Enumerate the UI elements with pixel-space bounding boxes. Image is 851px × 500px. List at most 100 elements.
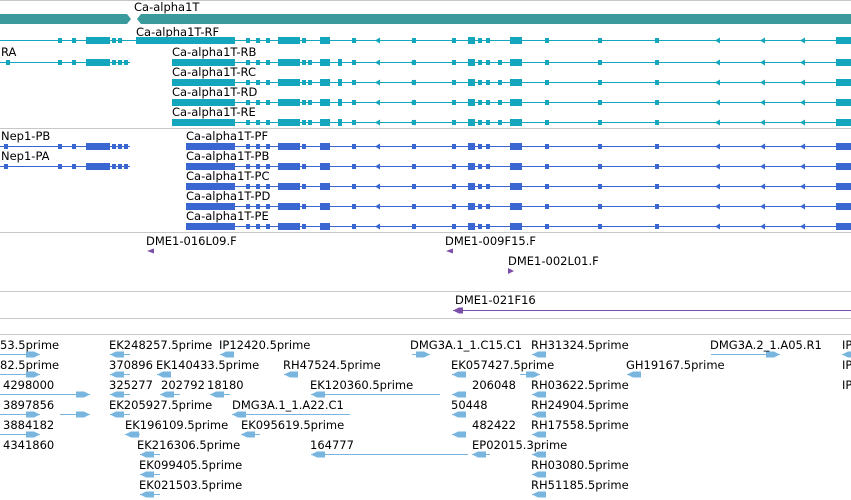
transcript-rb-re-exon[interactable] — [172, 79, 235, 86]
protein-ca-alpha1t-exon[interactable] — [320, 203, 330, 210]
transcript-rb-re-exon[interactable] — [256, 60, 260, 65]
protein-ca-alpha1t-exon[interactable] — [468, 203, 475, 210]
protein-ca-alpha1t-exon[interactable] — [256, 144, 260, 149]
transcript-rb-re-exon[interactable] — [545, 100, 549, 105]
protein-nep1-pa-exon[interactable] — [72, 164, 76, 169]
est-block[interactable] — [452, 391, 466, 398]
transcript-ca-alpha1t-rf-exon[interactable] — [598, 38, 602, 43]
est-block[interactable] — [766, 351, 780, 358]
protein-ca-alpha1t-exon[interactable] — [655, 164, 659, 169]
est-block[interactable] — [110, 371, 124, 378]
protein-ca-alpha1t-exon[interactable] — [598, 164, 602, 169]
transcript-rb-re-exon[interactable] — [308, 100, 312, 105]
protein-ca-alpha1t-exon[interactable] — [478, 204, 482, 209]
est-block[interactable] — [532, 451, 546, 458]
protein-ca-alpha1t-exon[interactable] — [352, 204, 356, 209]
transcript-ca-alpha1t-rf-exon[interactable] — [486, 38, 490, 43]
protein-ca-alpha1t-exon[interactable] — [545, 144, 549, 149]
transcript-rb-re-exon[interactable] — [486, 60, 490, 65]
protein-ca-alpha1t-exon[interactable] — [266, 144, 270, 149]
protein-nep1-pa-exon[interactable] — [118, 164, 122, 169]
protein-ca-alpha1t-exon[interactable] — [655, 184, 659, 189]
protein-ca-alpha1t-exon[interactable] — [246, 164, 250, 169]
protein-ca-alpha1t-exon[interactable] — [186, 163, 235, 170]
protein-ca-alpha1t-exon[interactable] — [655, 144, 659, 149]
est-block[interactable] — [26, 411, 40, 418]
transcript-rb-re-exon[interactable] — [486, 100, 490, 105]
transcript-ca-alpha1t-rf-exon[interactable] — [278, 37, 300, 44]
protein-nep1-pb-exon[interactable] — [4, 144, 8, 149]
transcript-rb-re-exon[interactable] — [266, 120, 270, 125]
transcript-rb-re-exon[interactable] — [302, 120, 306, 125]
transcript-ca-alpha1t-rf-exon[interactable] — [246, 38, 250, 43]
transcript-ra-exon[interactable] — [6, 60, 10, 65]
protein-ca-alpha1t-exon[interactable] — [545, 164, 549, 169]
est-block[interactable] — [110, 351, 124, 358]
protein-ca-alpha1t-exon[interactable] — [278, 143, 300, 150]
transcript-ra-exon[interactable] — [72, 60, 76, 65]
transcript-rb-re-exon[interactable] — [246, 80, 250, 85]
protein-ca-alpha1t-exon[interactable] — [836, 183, 851, 190]
est-block[interactable] — [532, 431, 546, 438]
transcript-rb-re-exon[interactable] — [266, 100, 270, 105]
transcript-rb-re-exon[interactable] — [486, 120, 490, 125]
transcript-rb-re-exon[interactable] — [278, 79, 300, 86]
transcript-ca-alpha1t-rf-exon[interactable] — [412, 38, 416, 43]
protein-ca-alpha1t-exon[interactable] — [510, 223, 522, 230]
gene-feature-ca-alpha1t-left[interactable] — [0, 14, 131, 24]
transcript-ca-alpha1t-rf-exon[interactable] — [256, 38, 260, 43]
transcript-ca-alpha1t-rf-exon[interactable] — [136, 37, 235, 44]
clone-feature[interactable] — [446, 248, 453, 254]
protein-ca-alpha1t-exon[interactable] — [478, 184, 482, 189]
protein-ca-alpha1t-exon[interactable] — [266, 224, 270, 229]
protein-ca-alpha1t-exon[interactable] — [256, 184, 260, 189]
est-block[interactable] — [532, 351, 546, 358]
protein-ca-alpha1t-exon[interactable] — [352, 144, 356, 149]
protein-nep1-pb-exon[interactable] — [112, 144, 116, 149]
protein-ca-alpha1t-exon[interactable] — [486, 184, 490, 189]
protein-ca-alpha1t-exon[interactable] — [278, 223, 300, 230]
transcript-ra-exon[interactable] — [86, 59, 110, 66]
protein-ca-alpha1t-exon[interactable] — [256, 224, 260, 229]
est-block[interactable] — [140, 451, 154, 458]
transcript-rb-re-exon[interactable] — [352, 100, 356, 105]
protein-ca-alpha1t-exon[interactable] — [545, 224, 549, 229]
est-block[interactable] — [76, 411, 90, 418]
transcript-rb-re-exon[interactable] — [256, 80, 260, 85]
protein-ca-alpha1t-exon[interactable] — [452, 164, 456, 169]
est-block[interactable] — [210, 391, 224, 398]
transcript-rb-re-exon[interactable] — [478, 80, 482, 85]
transcript-rb-re-exon[interactable] — [655, 120, 659, 125]
est-block[interactable] — [311, 451, 325, 458]
protein-ca-alpha1t-exon[interactable] — [412, 184, 416, 189]
transcript-rb-re-exon[interactable] — [278, 59, 300, 66]
clone-feature[interactable] — [508, 268, 514, 274]
transcript-rb-re-exon[interactable] — [320, 59, 330, 66]
protein-ca-alpha1t-exon[interactable] — [510, 203, 522, 210]
est-block[interactable] — [532, 411, 546, 418]
est-block[interactable] — [26, 351, 40, 358]
transcript-rb-re-exon[interactable] — [486, 80, 490, 85]
protein-ca-alpha1t-exon[interactable] — [352, 224, 356, 229]
est-block[interactable] — [452, 371, 466, 378]
protein-ca-alpha1t-exon[interactable] — [510, 163, 522, 170]
protein-ca-alpha1t-exon[interactable] — [836, 223, 851, 230]
protein-ca-alpha1t-exon[interactable] — [246, 184, 250, 189]
transcript-rb-re-exon[interactable] — [452, 80, 456, 85]
est-block[interactable] — [472, 451, 486, 458]
transcript-rb-re-exon[interactable] — [452, 100, 456, 105]
est-block[interactable] — [140, 491, 154, 498]
protein-ca-alpha1t-exon[interactable] — [468, 183, 475, 190]
transcript-rb-re-exon[interactable] — [598, 60, 602, 65]
protein-ca-alpha1t-exon[interactable] — [186, 143, 235, 150]
protein-ca-alpha1t-exon[interactable] — [302, 144, 306, 149]
est-block[interactable] — [452, 411, 466, 418]
est-block[interactable] — [452, 431, 466, 438]
transcript-rb-re-exon[interactable] — [320, 99, 330, 106]
transcript-rb-re-exon[interactable] — [352, 120, 356, 125]
protein-ca-alpha1t-exon[interactable] — [302, 184, 306, 189]
transcript-rb-re-exon[interactable] — [468, 79, 475, 86]
protein-nep1-pa-exon[interactable] — [124, 164, 128, 169]
transcript-rb-re-exon[interactable] — [302, 100, 306, 105]
transcript-rb-re-exon[interactable] — [172, 59, 235, 66]
